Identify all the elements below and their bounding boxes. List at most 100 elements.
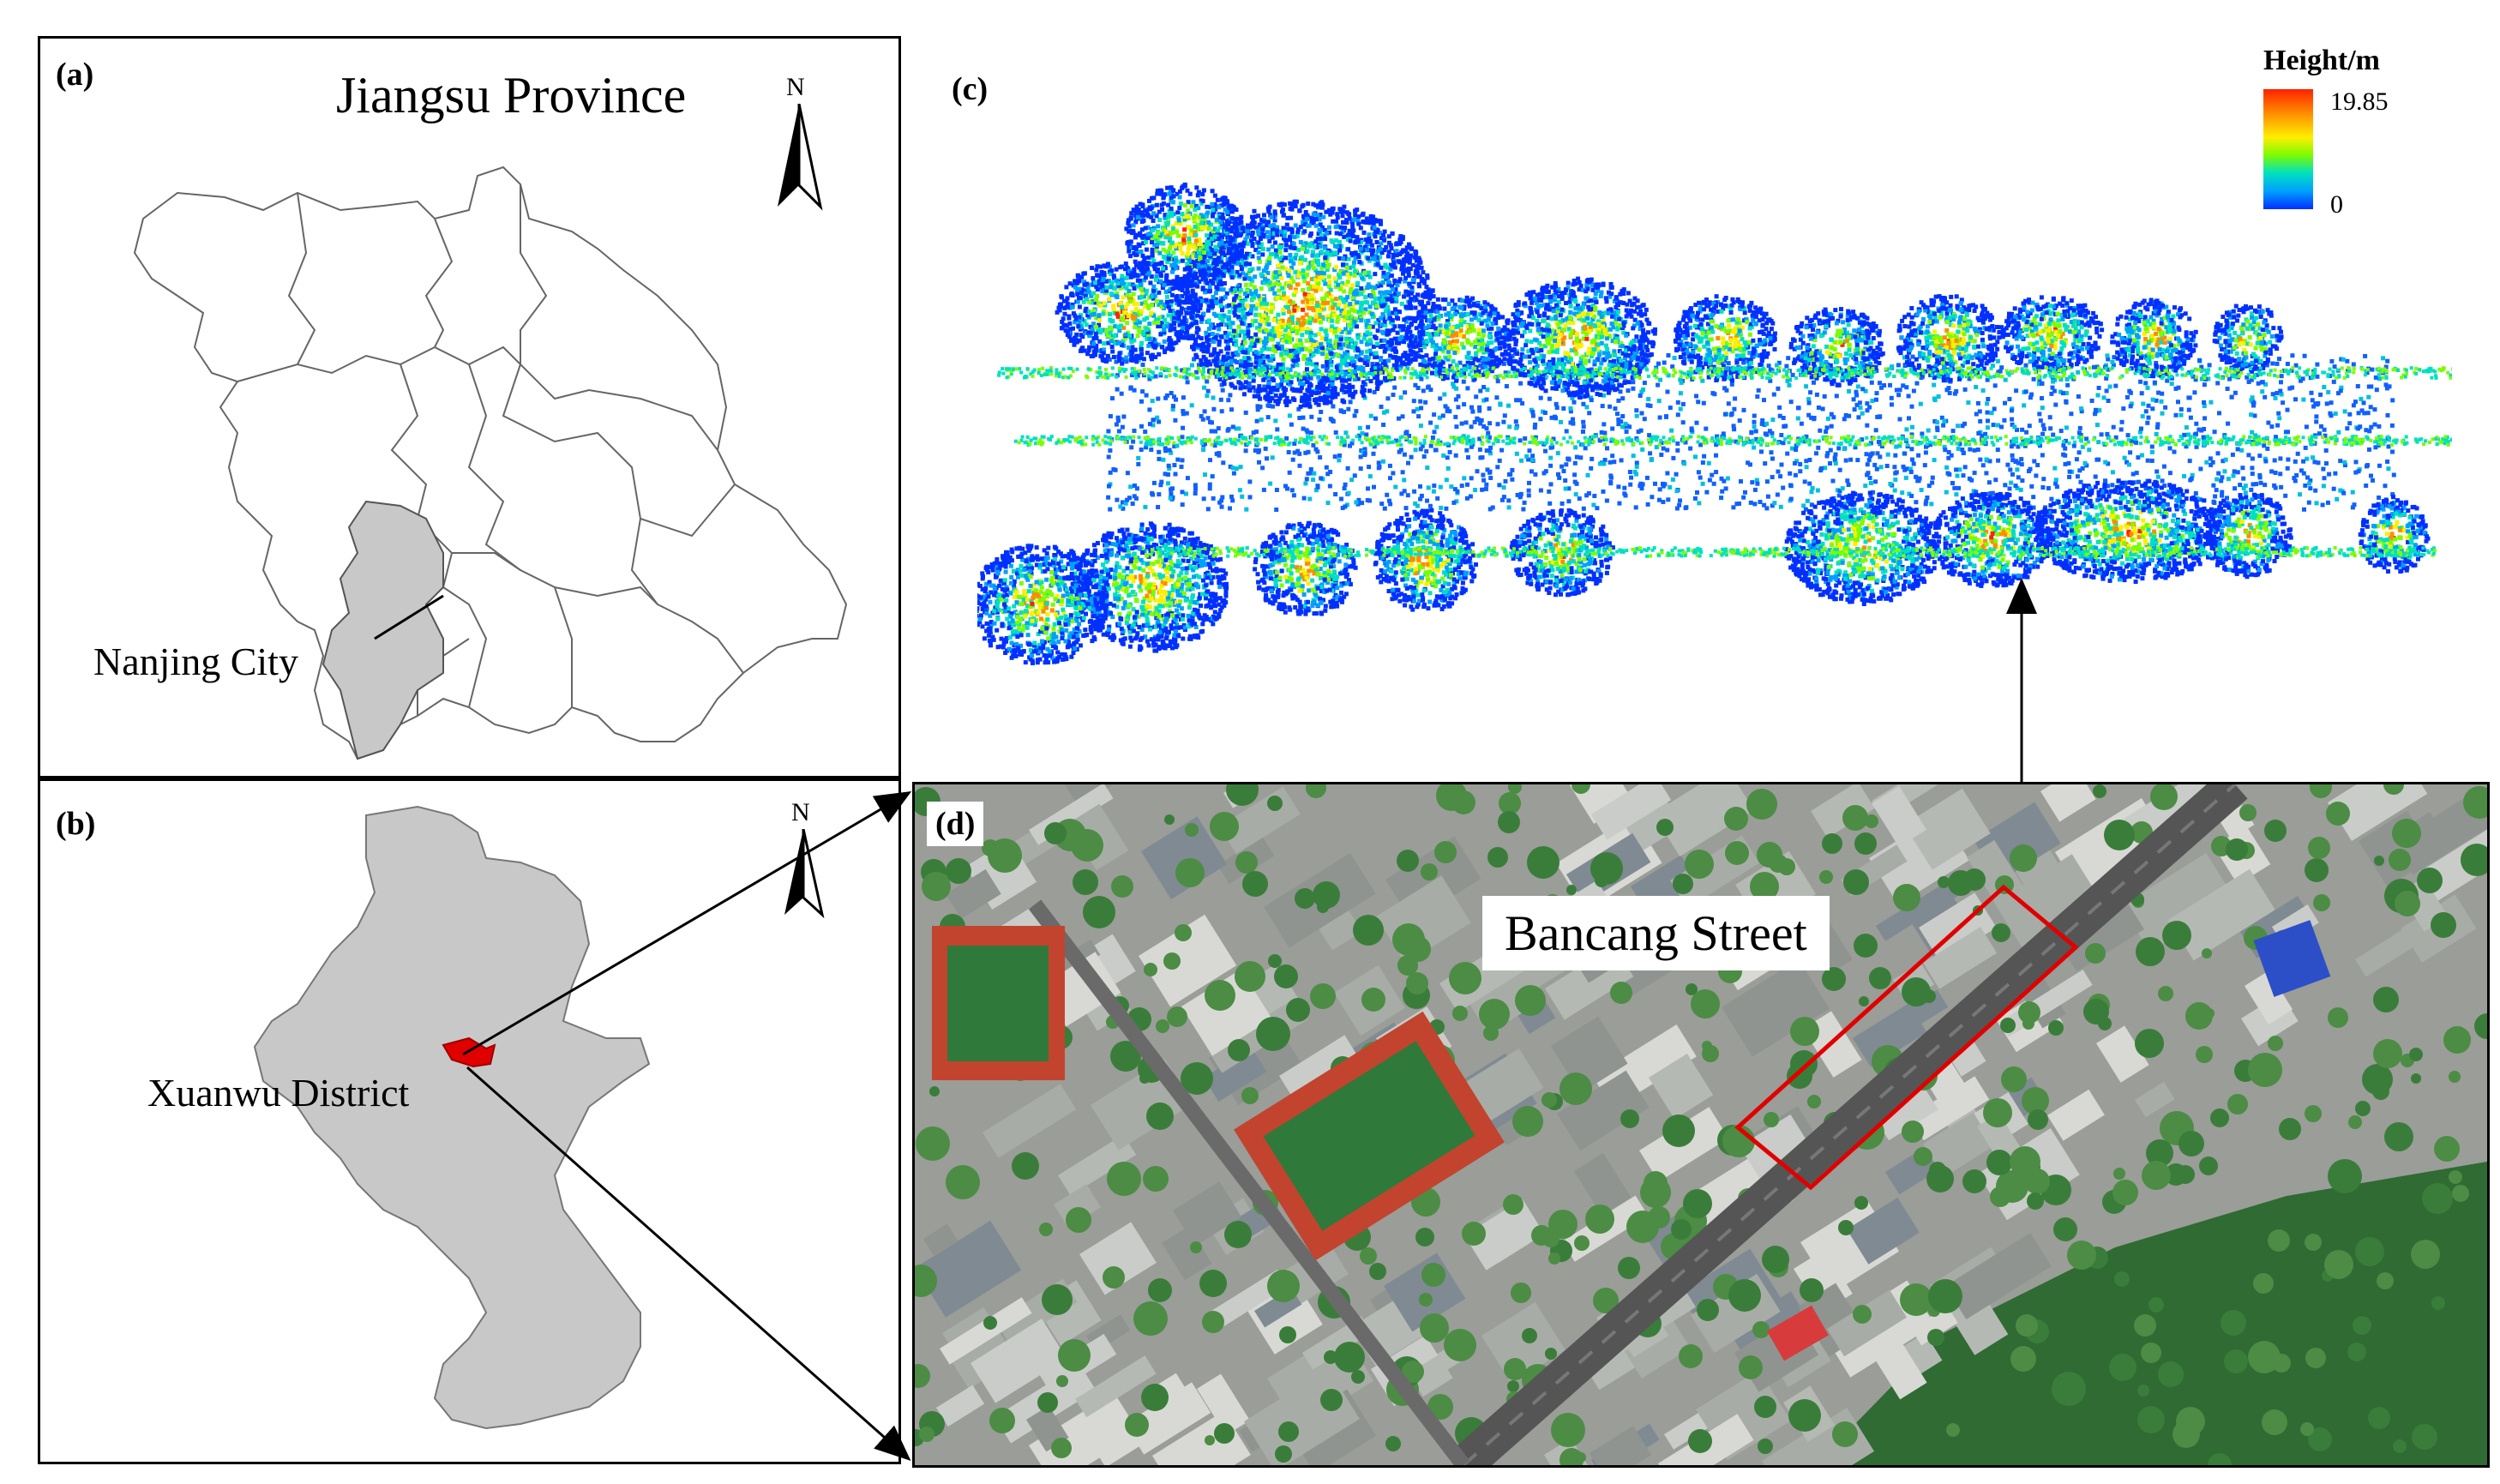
point-cloud-point bbox=[2173, 386, 2178, 391]
point-cloud-point bbox=[1698, 475, 1703, 480]
point-cloud-point bbox=[2332, 364, 2337, 369]
point-cloud-point bbox=[1148, 582, 1153, 587]
point-cloud-point bbox=[1188, 636, 1193, 641]
point-cloud-point bbox=[1334, 576, 1338, 581]
point-cloud-point bbox=[1120, 424, 1125, 430]
point-cloud-point bbox=[1413, 295, 1417, 300]
point-cloud-point bbox=[1619, 419, 1624, 424]
point-cloud-point bbox=[1273, 582, 1278, 587]
point-cloud-point bbox=[1634, 413, 1639, 418]
point-cloud-point bbox=[1297, 463, 1302, 468]
point-cloud-point bbox=[1782, 424, 1787, 429]
point-cloud-point bbox=[1318, 386, 1323, 390]
point-cloud-point bbox=[1640, 447, 1645, 452]
point-cloud-point bbox=[1247, 381, 1252, 386]
point-cloud-point bbox=[1445, 538, 1450, 543]
point-cloud-point bbox=[1140, 561, 1145, 565]
point-cloud-point bbox=[2356, 469, 2361, 474]
point-cloud-point bbox=[1108, 601, 1113, 606]
point-cloud-point bbox=[1268, 481, 1273, 486]
point-cloud-point bbox=[1581, 401, 1586, 406]
point-cloud-point bbox=[2128, 450, 2133, 455]
point-cloud-point bbox=[1426, 384, 1431, 389]
point-cloud-point bbox=[1261, 568, 1266, 574]
point-cloud-point bbox=[1604, 537, 1609, 542]
point-cloud-point bbox=[1527, 448, 1532, 454]
point-cloud-point bbox=[1203, 556, 1208, 561]
point-cloud-point bbox=[1801, 439, 1806, 444]
point-cloud-point bbox=[1103, 575, 1108, 580]
point-cloud-point bbox=[2182, 474, 2187, 478]
point-cloud-point bbox=[1536, 574, 1541, 580]
point-cloud-point bbox=[2160, 478, 2165, 484]
point-cloud-point bbox=[1189, 621, 1194, 626]
point-cloud-point bbox=[1297, 588, 1302, 593]
point-cloud-point bbox=[1342, 594, 1347, 599]
point-cloud-point bbox=[1145, 617, 1150, 622]
point-cloud-point bbox=[1824, 425, 1830, 430]
point-cloud-point bbox=[1589, 515, 1593, 520]
point-cloud-point bbox=[1517, 398, 1523, 403]
point-cloud-point bbox=[2046, 486, 2051, 490]
point-cloud-point bbox=[1082, 552, 1087, 557]
point-cloud-point bbox=[1367, 274, 1373, 279]
point-cloud-point bbox=[1118, 543, 1123, 548]
point-cloud-point bbox=[1141, 537, 1146, 542]
point-cloud-point bbox=[1343, 482, 1348, 487]
point-cloud-point bbox=[2390, 398, 2395, 403]
point-cloud-point bbox=[1914, 381, 1920, 386]
point-cloud-point bbox=[1810, 353, 1815, 358]
point-cloud-point bbox=[1312, 524, 1317, 529]
point-cloud-point bbox=[1141, 576, 1146, 581]
point-cloud-point bbox=[1766, 363, 1771, 369]
point-cloud-point bbox=[1531, 565, 1536, 570]
point-cloud-point bbox=[2082, 460, 2088, 466]
point-cloud-point bbox=[1446, 518, 1451, 523]
point-cloud-point bbox=[1187, 538, 1193, 543]
point-cloud-point bbox=[2053, 478, 2058, 483]
point-cloud-point bbox=[1153, 374, 1158, 379]
point-cloud-point bbox=[1220, 495, 1225, 500]
point-cloud-point bbox=[1107, 357, 1112, 362]
point-cloud-point bbox=[1807, 481, 1812, 486]
point-cloud-point bbox=[1759, 421, 1764, 426]
point-cloud-point bbox=[1376, 539, 1380, 544]
point-cloud-point bbox=[1961, 473, 1966, 478]
point-cloud-point bbox=[1299, 610, 1304, 615]
point-cloud-point bbox=[2124, 480, 2129, 485]
point-cloud-point bbox=[1527, 480, 1531, 485]
point-cloud-point bbox=[2155, 422, 2160, 427]
point-cloud-point bbox=[1733, 396, 1738, 401]
point-cloud-point bbox=[2160, 411, 2165, 416]
point-cloud-point bbox=[1803, 507, 1808, 512]
point-cloud-point bbox=[1417, 598, 1421, 604]
point-cloud-point bbox=[2269, 424, 2275, 430]
point-cloud-point bbox=[1594, 581, 1599, 586]
point-cloud-point bbox=[1522, 568, 1527, 573]
point-cloud-point bbox=[1143, 430, 1148, 435]
point-cloud-point bbox=[1572, 533, 1577, 538]
legend-title: Height/m bbox=[2263, 45, 2380, 76]
point-cloud-point bbox=[2063, 446, 2068, 451]
point-cloud-point bbox=[1694, 394, 1698, 399]
point-cloud-point bbox=[2064, 391, 2069, 396]
point-cloud-point bbox=[1741, 495, 1746, 500]
point-cloud-point bbox=[1387, 522, 1392, 527]
point-cloud-point bbox=[1379, 555, 1385, 560]
point-cloud-point bbox=[1816, 445, 1821, 450]
point-cloud-point bbox=[2303, 445, 2308, 450]
point-cloud-point bbox=[1814, 451, 1818, 456]
point-cloud-point bbox=[1319, 576, 1323, 580]
point-cloud-point bbox=[1547, 586, 1553, 591]
point-cloud-point bbox=[1367, 355, 1371, 360]
point-cloud-point bbox=[1353, 565, 1358, 570]
point-cloud-point bbox=[1526, 519, 1531, 524]
point-cloud-point bbox=[1310, 568, 1315, 573]
point-cloud-point bbox=[2106, 461, 2111, 466]
point-cloud-point bbox=[1592, 362, 1597, 367]
point-cloud-point bbox=[2251, 482, 2256, 487]
point-cloud-point bbox=[1507, 424, 1512, 430]
point-cloud-point bbox=[1180, 502, 1185, 508]
point-cloud-point bbox=[1175, 608, 1179, 613]
point-cloud-point bbox=[2213, 494, 2218, 499]
